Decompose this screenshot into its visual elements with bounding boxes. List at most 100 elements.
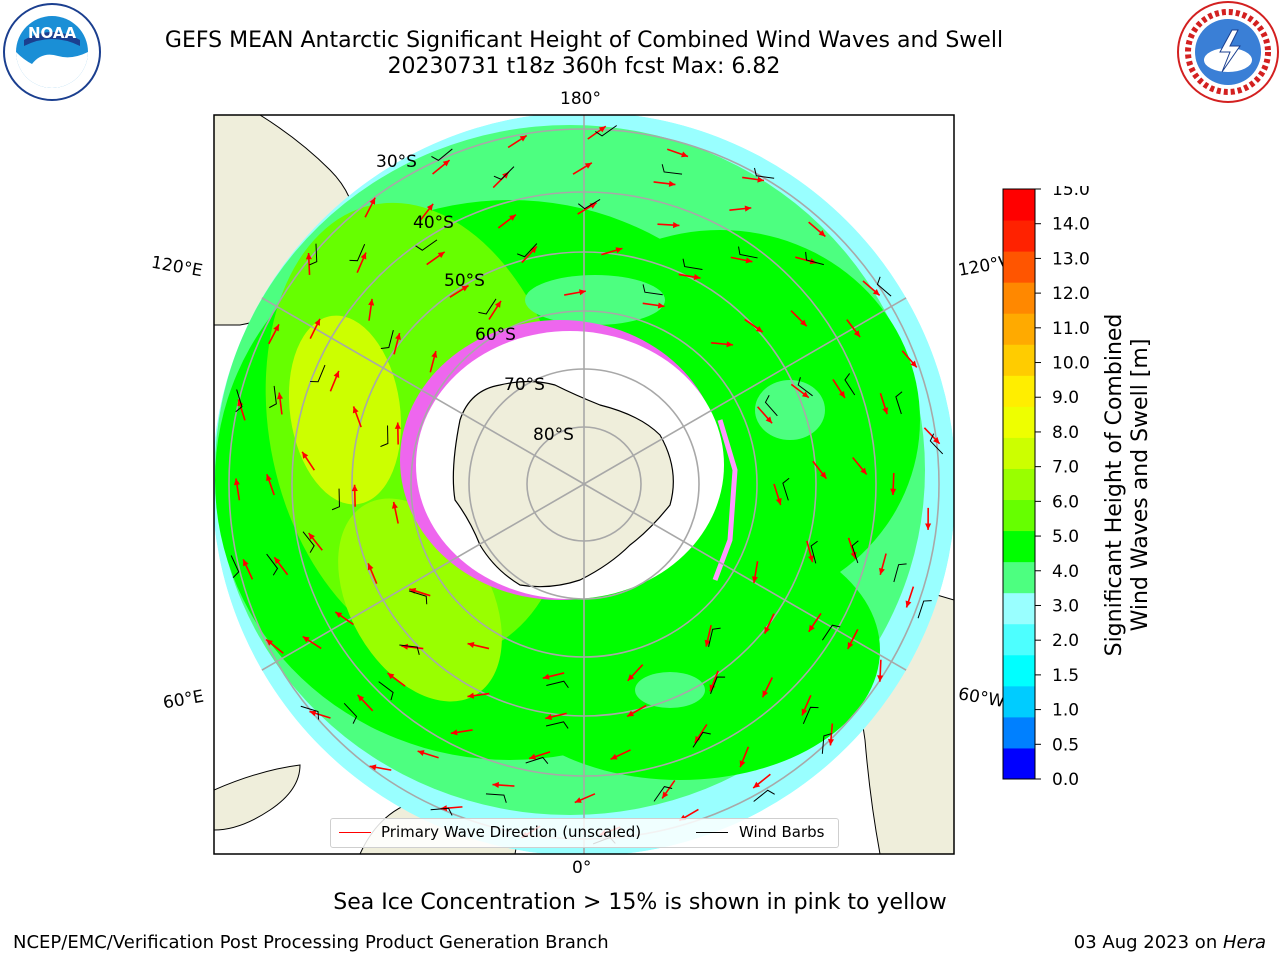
wind-barb xyxy=(754,167,775,179)
wave-arrow-head xyxy=(302,636,310,643)
wind-barb xyxy=(653,786,673,802)
wave-arrow-head xyxy=(243,559,249,567)
wind-barb xyxy=(380,425,389,447)
wind-barb xyxy=(343,702,358,724)
wave-arrow-head xyxy=(751,576,758,583)
wave-arrow-head xyxy=(627,674,635,681)
wind-barb xyxy=(893,563,907,583)
wave-direction-label: Primary Wave Direction (unscaled) xyxy=(381,823,642,841)
colorbar-tick-label: 13.0 xyxy=(1052,249,1090,269)
wind-barb xyxy=(266,553,279,576)
wind-barb xyxy=(753,789,775,802)
colorbar-tick-label: 0.5 xyxy=(1052,735,1079,755)
colorbar-cell xyxy=(1003,685,1035,718)
wave-arrow-head xyxy=(807,555,814,563)
wave-arrow-head xyxy=(314,318,320,326)
wave-arrow-head xyxy=(827,738,835,746)
wave-arrow-head xyxy=(437,251,445,259)
wave-arrow-head xyxy=(333,370,340,378)
wave-arrow-head xyxy=(579,289,586,296)
wind-barb xyxy=(738,246,758,259)
wind-barb xyxy=(269,385,277,409)
wind-barb xyxy=(485,793,507,803)
colorbar-tick-label: 15.0 xyxy=(1052,186,1090,200)
wave-arrow-head xyxy=(442,160,450,167)
wave-arrow-head xyxy=(305,252,312,260)
wave-arrow-head xyxy=(853,330,861,338)
colorbar-cell xyxy=(1003,251,1035,283)
wave-arrow-head xyxy=(395,333,401,340)
wave-height-field xyxy=(214,115,954,854)
wave-arrow-head xyxy=(369,764,377,771)
wave-arrow-head xyxy=(762,690,769,698)
colorbar-cell xyxy=(1003,623,1035,656)
lat-label-60s: 60°S xyxy=(475,325,516,345)
wave-arrow-head xyxy=(882,407,889,415)
wave-arrow-head xyxy=(367,563,374,571)
wind-barb xyxy=(577,199,601,210)
wind-barb xyxy=(805,251,824,266)
sea-ice-caption: Sea Ice Concentration > 15% is shown in … xyxy=(333,890,947,915)
wind-barb xyxy=(642,284,663,296)
wind-barb xyxy=(516,243,538,258)
wind-barb xyxy=(851,540,859,564)
wind-barb xyxy=(300,705,320,720)
wind-barb xyxy=(493,166,515,180)
chart-title: GEFS MEAN Antarctic Significant Height o… xyxy=(164,28,1004,53)
colorbar-tick-label: 7.0 xyxy=(1052,458,1079,478)
wind-barb xyxy=(682,258,703,271)
wave-arrow-head xyxy=(925,523,932,530)
wind-barb xyxy=(431,148,453,161)
wind-barb xyxy=(876,276,892,297)
colorbar-cell xyxy=(1003,561,1035,594)
colorbar-cell xyxy=(1003,375,1035,407)
colorbar-tick-label: 12.0 xyxy=(1052,284,1090,304)
noaa-logo: NOAA xyxy=(3,3,101,101)
wind-barb xyxy=(545,721,569,729)
wind-barb xyxy=(378,681,394,701)
colorbar-cell xyxy=(1003,437,1035,469)
colorbar-tick-label: 1.0 xyxy=(1052,701,1079,721)
wave-arrow-head xyxy=(704,639,711,647)
wind-barb xyxy=(710,676,726,694)
wave-arrow-head xyxy=(302,451,309,459)
wave-arrow-head xyxy=(273,324,279,332)
wave-arrow-head xyxy=(878,567,885,575)
wave-arrow-head xyxy=(681,151,689,158)
colorbar-cell xyxy=(1003,499,1035,532)
colorbar-cell xyxy=(1003,747,1035,780)
lon-label-0: 0° xyxy=(572,858,592,878)
colorbar-label-line1: Significant Height of Combined xyxy=(1102,313,1127,657)
wave-arrow-head xyxy=(905,600,912,608)
colorbar-cell xyxy=(1003,282,1035,314)
chart-subtitle: 20230731 t18z 360h fcst Max: 6.82 xyxy=(387,54,781,79)
wind-barb xyxy=(399,644,420,655)
wave-arrow-head xyxy=(369,197,376,205)
wind-barb xyxy=(415,239,438,251)
wave-direction-swatch xyxy=(339,832,371,833)
colorbar-tick-label: 9.0 xyxy=(1052,388,1079,408)
wave-arrow-head xyxy=(745,257,753,264)
wind-barb xyxy=(810,540,818,564)
wind-barb xyxy=(408,590,428,605)
map-frame xyxy=(213,114,955,855)
wave-arrow-head xyxy=(309,710,317,717)
footer-date: 03 Aug 2023 on Hera xyxy=(1074,932,1266,953)
wave-arrow-head xyxy=(492,781,499,789)
wave-direction-arrows xyxy=(233,125,941,839)
wind-barb xyxy=(525,756,549,765)
wind-barb xyxy=(546,680,569,689)
wave-arrow-head xyxy=(801,391,809,398)
wind-barb xyxy=(692,731,711,748)
colorbar-cell xyxy=(1003,313,1035,345)
wave-arrow-head xyxy=(753,781,761,789)
colorbar-cell xyxy=(1003,468,1035,501)
lat-label-50s: 50°S xyxy=(444,271,485,291)
wave-arrow-head xyxy=(335,611,343,619)
polar-map xyxy=(213,114,955,855)
wave-arrow-head xyxy=(764,626,771,634)
wave-arrow-head xyxy=(529,753,537,760)
wind-barb xyxy=(302,531,315,553)
wave-arrow-head xyxy=(757,176,764,183)
wave-arrow-head xyxy=(276,392,284,400)
